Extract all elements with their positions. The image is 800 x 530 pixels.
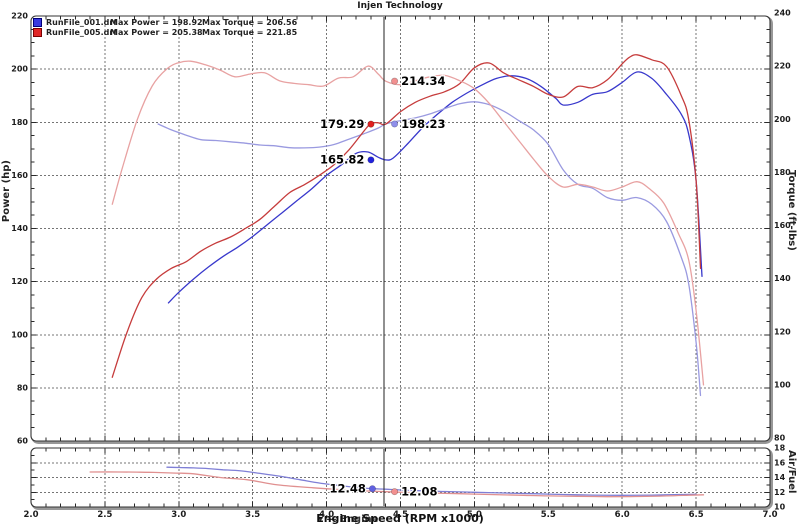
cursor-value-label: 179.29 — [320, 117, 364, 131]
run1-max-torque: Max Torque = 206.56 — [202, 18, 298, 28]
run1-file-name: RunFile_001.drf — [46, 18, 117, 28]
svg-text:16: 16 — [774, 458, 786, 467]
legend-row-run1[interactable]: RunFile_001.drf Max Power = 198.92 Max T… — [33, 18, 297, 28]
svg-text:200: 200 — [11, 65, 28, 74]
panel-main: 60 80 100 120 140 160 180 200 220 80 100 120 140 160 1… — [11, 9, 791, 446]
gridlines — [32, 17, 769, 440]
svg-text:3.5: 3.5 — [245, 510, 260, 520]
cursor-value-label: 214.34 — [401, 74, 445, 88]
run2-max-torque: Max Torque = 221.85 — [202, 27, 298, 37]
svg-text:10: 10 — [774, 503, 786, 512]
svg-text:5.5: 5.5 — [541, 510, 556, 520]
axis-tick-labels: 10 12 14 16 18 2.0 2.5 3.0 3.5 4.0 4.5 5.0 5.5 6.0 6.5… — [23, 444, 785, 521]
panel-af: 10 12 14 16 18 2.0 2.5 3.0 3.5 4.0 4.5 5.0 5.5 6.0 6.5… — [23, 444, 785, 521]
svg-text:5.0: 5.0 — [467, 510, 482, 520]
svg-text:6.0: 6.0 — [615, 510, 630, 520]
cursor-value-dot[interactable] — [391, 120, 399, 128]
svg-text:200: 200 — [774, 115, 791, 124]
power-axis-title: Power (hp) — [1, 160, 12, 223]
axis-tick-labels: 60 80 100 120 140 160 180 200 220 80 100 120 140 160 1… — [11, 9, 791, 446]
engine-speed-axis-title: Engine Speed (RPM x1000) — [316, 512, 484, 525]
svg-text:2.5: 2.5 — [97, 510, 112, 520]
legend-row-run2[interactable]: RunFile_005.drf Max Power = 205.38 Max T… — [33, 27, 298, 38]
series-runfile-001-torque-ft-lbs- — [157, 101, 702, 397]
svg-text:180: 180 — [774, 168, 791, 177]
svg-text:240: 240 — [774, 9, 791, 18]
svg-text:18: 18 — [774, 444, 786, 453]
cursor-value-label: 198.23 — [401, 117, 445, 131]
xaxis-label-ghost-artifact: ▾ — Engine — [318, 514, 379, 525]
chart-title: Injen Technology — [357, 1, 443, 11]
series-runfile-005-power-hp- — [111, 54, 702, 378]
svg-text:120: 120 — [11, 277, 28, 286]
run1-max-power: Max Power = 198.92 — [110, 18, 203, 28]
svg-text:160: 160 — [774, 221, 791, 230]
torque-axis-title: Torque (ft-lbs) — [786, 170, 797, 251]
cursor-value-label: 12.08 — [401, 484, 437, 498]
airfuel-axis-title: Air/Fuel — [786, 450, 797, 494]
svg-text:3.0: 3.0 — [171, 510, 186, 520]
svg-text:160: 160 — [11, 171, 28, 180]
series-curves — [111, 54, 705, 397]
svg-text:120: 120 — [774, 327, 791, 336]
run2-color-swatch-icon — [33, 27, 42, 37]
svg-text:80: 80 — [17, 383, 29, 392]
series-runfile-001-power-hp- — [167, 71, 703, 304]
svg-text:100: 100 — [11, 330, 28, 339]
run2-max-power: Max Power = 205.38 — [110, 27, 203, 37]
svg-text:140: 140 — [774, 274, 791, 283]
svg-text:6.5: 6.5 — [689, 510, 704, 520]
cursor-value-label: 12.48 — [330, 482, 366, 496]
svg-text:220: 220 — [774, 62, 791, 71]
series-runfile-001-air-fuel — [166, 466, 697, 496]
run1-color-swatch-icon — [33, 18, 42, 28]
cursor-value-dot[interactable] — [367, 156, 375, 164]
svg-text:12: 12 — [774, 488, 785, 497]
svg-text:14: 14 — [774, 473, 786, 482]
cursor-value-label: 165.82 — [320, 153, 364, 167]
svg-text:2.0: 2.0 — [23, 510, 38, 520]
svg-text:4.0: 4.0 — [319, 510, 334, 520]
cursor-value-dot[interactable] — [368, 485, 376, 493]
svg-text:180: 180 — [11, 118, 28, 127]
cursor-value-dot[interactable] — [391, 77, 399, 85]
series-runfile-005-torque-ft-lbs- — [111, 60, 705, 386]
svg-text:7.0: 7.0 — [762, 510, 777, 520]
cursor-value-dot[interactable] — [367, 120, 375, 128]
svg-text:80: 80 — [774, 434, 786, 443]
svg-text:100: 100 — [774, 380, 791, 389]
svg-text:4.5: 4.5 — [393, 510, 408, 520]
cursor-value-dot[interactable] — [391, 488, 399, 496]
tick-marks — [31, 448, 770, 507]
tick-marks — [31, 16, 770, 441]
svg-text:60: 60 — [17, 437, 29, 446]
svg-text:220: 220 — [11, 12, 28, 21]
svg-text:140: 140 — [11, 224, 28, 233]
run2-file-name: RunFile_005.drf — [46, 27, 117, 37]
legend: RunFile_001.drf Max Power = 198.92 Max T… — [33, 18, 297, 37]
